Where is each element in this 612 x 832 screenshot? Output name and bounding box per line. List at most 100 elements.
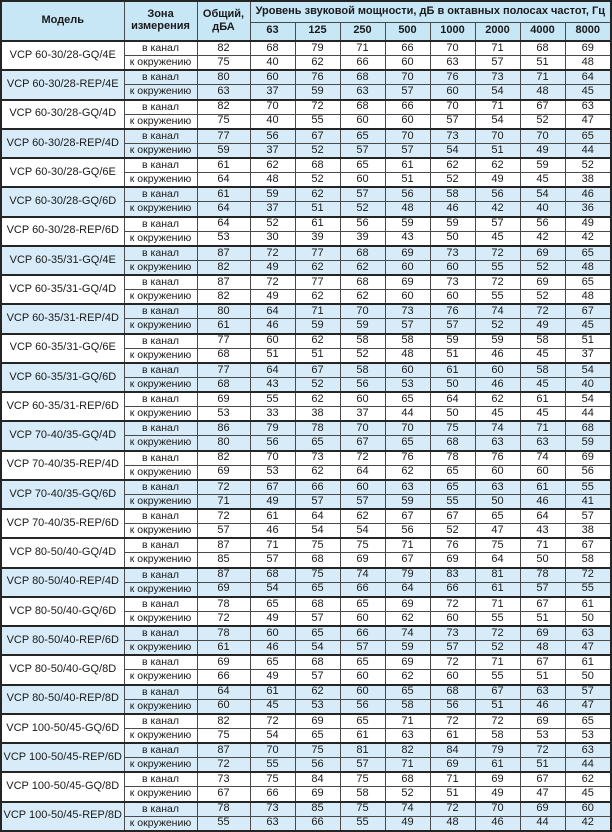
octave-level-cell: 57: [339, 142, 386, 159]
octave-level-cell: 37: [249, 142, 296, 159]
table-row: VCP 80-50/40-GQ/4D в канал 87 71 75 75 71 76 75 7…: [0, 537, 612, 569]
octave-level-cell: 58: [429, 186, 476, 203]
table-row: VCP 70-40/35-GQ/6D в канал 72 67 66 60 63 65 63 6…: [0, 478, 612, 510]
octave-level-cell: 70: [474, 127, 521, 144]
total-dba-cell: 69: [196, 391, 251, 408]
octave-level-cell: 71: [294, 303, 341, 320]
octave-level-cell: 62: [249, 157, 296, 174]
table-row: к окружению 53 33 38 37 44 50 45 45 44: [1, 406, 612, 422]
octave-level-cell: 57: [429, 113, 476, 130]
octave-level-cell: 59: [339, 318, 386, 334]
octave-level-cell: 66: [429, 581, 476, 598]
octave-level-cell: 64: [474, 552, 521, 568]
octave-level-cell: 69: [384, 274, 431, 291]
octave-level-cell: 51: [564, 332, 612, 349]
octave-level-cell: 75: [249, 771, 296, 788]
octave-level-cell: 63: [474, 478, 521, 495]
octave-level-cell: 45: [474, 230, 521, 247]
octave-level-cell: 66: [339, 581, 386, 598]
table-row: к окружению 61 46 59 59 57 57 52 49 45: [1, 318, 612, 334]
total-dba-cell: 69: [196, 464, 251, 481]
octave-level-cell: 51: [519, 610, 566, 627]
octave-level-cell: 52: [429, 172, 476, 188]
zone-cell: к окружению: [123, 757, 198, 773]
octave-level-cell: 49: [474, 172, 521, 188]
octave-level-cell: 60: [384, 289, 431, 305]
total-dba-cell: 61: [196, 640, 251, 656]
table-body: VCP 60-30/28-GQ/4E в канал 82 68 79 71 66 70 71 6…: [0, 39, 612, 832]
model-cell: VCP 80-50/40-REP/8D: [0, 683, 125, 715]
octave-level-cell: 63: [564, 98, 612, 115]
octave-level-cell: 62: [384, 669, 431, 685]
table-row: к окружению 75 40 62 66 60 63 57 51 48: [1, 55, 612, 71]
table-row: к окружению 63 37 59 63 57 60 54 48 45: [1, 84, 612, 100]
octave-level-cell: 69: [384, 654, 431, 671]
octave-level-cell: 56: [339, 376, 386, 393]
model-column-header: Модель: [0, 0, 125, 42]
model-cell: VCP 60-30/28-REP/4E: [0, 69, 125, 101]
octave-level-cell: 50: [519, 552, 566, 568]
model-cell: VCP 60-35/31-GQ/6D: [0, 361, 125, 393]
model-cell: VCP 60-30/28-GQ/6E: [0, 156, 125, 188]
table-row: к окружению 72 55 56 57 71 69 61 51 44: [1, 757, 612, 773]
total-dba-cell: 82: [196, 712, 251, 729]
octave-level-cell: 74: [474, 420, 521, 437]
octave-level-cell: 55: [564, 581, 612, 598]
octave-level-cell: 45: [249, 698, 296, 715]
octave-level-cell: 65: [249, 654, 296, 671]
table-row: VCP 70-40/35-GQ/4D в канал 86 79 78 70 70 75 74 7…: [0, 420, 612, 452]
zone-cell: к окружению: [123, 55, 198, 71]
octave-level-cell: 56: [564, 464, 612, 481]
total-dba-cell: 55: [196, 815, 251, 832]
octave-level-cell: 60: [249, 332, 296, 349]
octave-level-cell: 53: [519, 727, 566, 744]
octave-level-cell: 78: [429, 449, 476, 466]
octave-level-cell: 65: [384, 683, 431, 700]
table-row: VCP 60-30/28-GQ/6E в канал 61 62 68 65 61 62 62 5…: [0, 156, 612, 188]
octave-level-cell: 66: [249, 786, 296, 802]
octave-level-cell: 65: [339, 127, 386, 144]
octave-level-cell: 57: [384, 142, 431, 159]
octave-level-cell: 48: [519, 640, 566, 656]
table-row: к окружению 75 54 65 61 63 61 58 53 53: [1, 727, 612, 744]
zone-cell: к окружению: [123, 201, 198, 217]
zone-cell: в канал: [123, 157, 198, 174]
octave-level-cell: 49: [249, 610, 296, 627]
octave-level-cell: 62: [294, 259, 341, 276]
total-dba-cell: 82: [196, 40, 251, 57]
table-row: VCP 60-35/31-REP/6D в канал 69 55 62 60 65 64 62…: [0, 390, 612, 422]
octave-level-cell: 67: [519, 98, 566, 115]
octave-level-cell: 69: [564, 40, 612, 57]
freq-header-4000: 4000: [519, 21, 566, 42]
octave-level-cell: 68: [249, 566, 296, 583]
octave-level-cell: 46: [474, 347, 521, 364]
octave-level-cell: 67: [294, 361, 341, 378]
octave-level-cell: 67: [564, 303, 612, 320]
zone-cell: в канал: [123, 712, 198, 729]
freq-header-8000: 8000: [564, 21, 612, 42]
octave-level-cell: 45: [564, 318, 612, 334]
zone-cell: в канал: [123, 186, 198, 203]
octave-level-cell: 68: [339, 69, 386, 86]
total-dba-cell: 71: [196, 493, 251, 510]
octave-level-cell: 45: [564, 84, 612, 100]
octave-level-cell: 52: [519, 259, 566, 276]
octave-level-cell: 60: [519, 464, 566, 481]
octave-level-cell: 65: [339, 712, 386, 729]
octave-level-cell: 44: [564, 142, 612, 159]
octave-level-cell: 43: [249, 376, 296, 393]
zone-cell: к окружению: [123, 289, 198, 305]
octave-level-cell: 52: [294, 376, 341, 393]
octave-level-cell: 79: [384, 566, 431, 583]
octave-level-cell: 69: [519, 244, 566, 261]
octave-level-cell: 61: [519, 391, 566, 408]
octave-level-cell: 67: [384, 552, 431, 568]
octave-level-cell: 65: [339, 157, 386, 174]
octave-level-cell: 77: [294, 244, 341, 261]
octave-level-cell: 62: [474, 391, 521, 408]
octave-level-cell: 51: [429, 786, 476, 802]
octave-level-cell: 57: [294, 493, 341, 510]
octave-level-cell: 69: [384, 595, 431, 612]
octave-level-cell: 49: [249, 669, 296, 685]
octave-level-cell: 52: [519, 289, 566, 305]
